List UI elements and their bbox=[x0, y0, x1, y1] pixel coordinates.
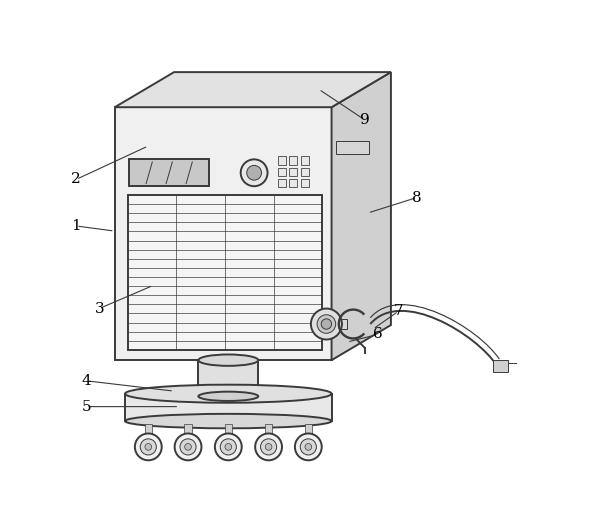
Bar bbox=[278, 156, 286, 165]
Bar bbox=[493, 360, 508, 372]
Circle shape bbox=[255, 433, 282, 460]
Polygon shape bbox=[115, 107, 331, 360]
Bar bbox=[145, 424, 152, 433]
Ellipse shape bbox=[125, 414, 331, 428]
Bar bbox=[265, 424, 272, 433]
Circle shape bbox=[260, 439, 277, 455]
Bar bbox=[289, 156, 297, 165]
Circle shape bbox=[175, 433, 201, 460]
Text: 5: 5 bbox=[82, 400, 91, 414]
Circle shape bbox=[300, 439, 316, 455]
Circle shape bbox=[135, 433, 162, 460]
Bar bbox=[289, 168, 297, 176]
Circle shape bbox=[221, 439, 237, 455]
Ellipse shape bbox=[198, 392, 258, 401]
Circle shape bbox=[145, 444, 151, 450]
Text: 7: 7 bbox=[394, 304, 403, 318]
Bar bbox=[300, 168, 309, 176]
Circle shape bbox=[305, 444, 312, 450]
Text: 2: 2 bbox=[71, 172, 81, 186]
Bar bbox=[198, 360, 258, 397]
Circle shape bbox=[180, 439, 196, 455]
Circle shape bbox=[317, 315, 336, 333]
Circle shape bbox=[311, 308, 342, 339]
Bar bbox=[278, 179, 286, 187]
Bar bbox=[128, 195, 322, 350]
Ellipse shape bbox=[198, 354, 258, 366]
Text: 4: 4 bbox=[82, 374, 91, 388]
Text: 6: 6 bbox=[373, 327, 383, 342]
Bar bbox=[327, 319, 347, 329]
Circle shape bbox=[265, 444, 272, 450]
Text: 1: 1 bbox=[71, 219, 81, 233]
Text: 9: 9 bbox=[360, 113, 370, 127]
Ellipse shape bbox=[125, 385, 331, 403]
Bar bbox=[125, 394, 331, 421]
Bar bbox=[129, 159, 209, 186]
Bar bbox=[184, 424, 192, 433]
Polygon shape bbox=[115, 72, 391, 107]
Bar bbox=[305, 424, 312, 433]
Circle shape bbox=[215, 433, 242, 460]
Bar bbox=[300, 156, 309, 165]
Text: 3: 3 bbox=[94, 302, 104, 316]
Polygon shape bbox=[331, 72, 391, 360]
Bar bbox=[289, 179, 297, 187]
Bar bbox=[336, 141, 370, 154]
Circle shape bbox=[241, 159, 268, 186]
Bar bbox=[225, 424, 232, 433]
Circle shape bbox=[140, 439, 156, 455]
Text: 8: 8 bbox=[412, 190, 421, 204]
Circle shape bbox=[295, 433, 322, 460]
Circle shape bbox=[185, 444, 191, 450]
Bar bbox=[300, 179, 309, 187]
Circle shape bbox=[321, 319, 331, 329]
Bar bbox=[278, 168, 286, 176]
Circle shape bbox=[225, 444, 232, 450]
Circle shape bbox=[247, 166, 262, 180]
